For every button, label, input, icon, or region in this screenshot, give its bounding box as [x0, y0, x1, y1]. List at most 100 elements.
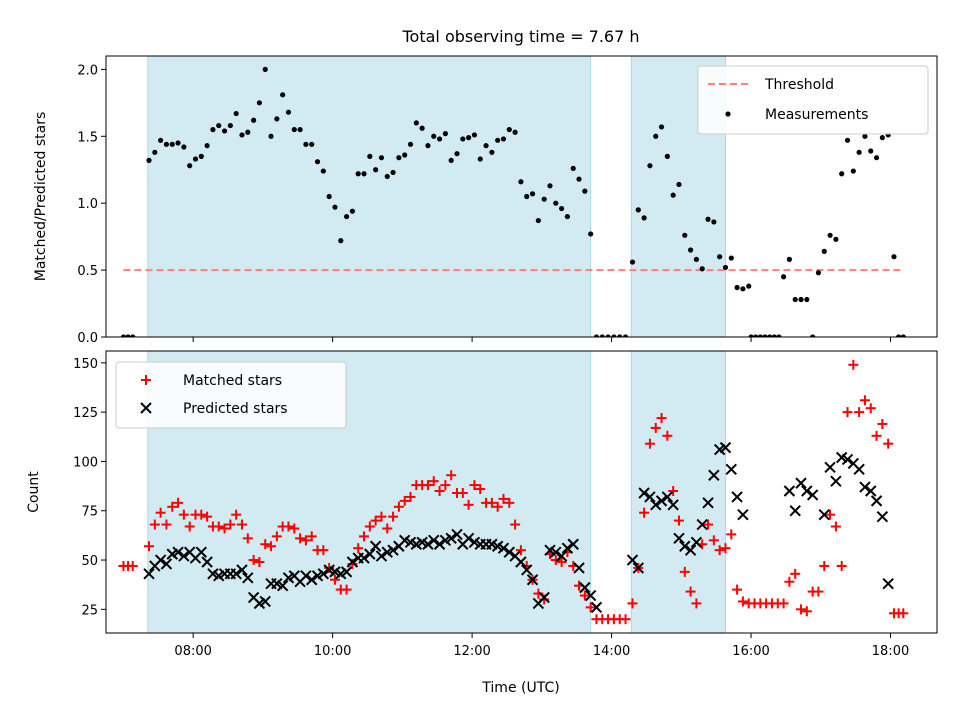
- matched-star-point: [579, 590, 590, 601]
- matched-star-point: [300, 535, 311, 546]
- measurement-point: [767, 334, 773, 337]
- matched-star-point: [341, 584, 352, 595]
- matched-star-point: [144, 541, 155, 552]
- measurement-point: [748, 334, 754, 337]
- predicted-star-point: [433, 538, 446, 550]
- measurement-point: [856, 149, 862, 155]
- measurement-point: [256, 100, 263, 106]
- predicted-star-point: [276, 579, 289, 592]
- x-tick-label: 18:00: [872, 644, 909, 659]
- bottom-x-axis: 08:00 10:00 12:00 14:00 16:00 18:00: [174, 633, 909, 659]
- measurement-point: [762, 334, 768, 337]
- y-tick-label: 25: [81, 603, 98, 618]
- y-tick-label: 50: [81, 554, 98, 569]
- matched-star-point: [155, 507, 166, 518]
- predicted-star-point: [824, 461, 836, 474]
- predicted-star-point: [590, 601, 603, 614]
- x-tick-label: 10:00: [314, 644, 351, 659]
- measurement-point: [664, 153, 670, 159]
- matched-star-point: [708, 535, 719, 546]
- predicted-star-point: [364, 548, 376, 560]
- measurement-point: [593, 334, 600, 337]
- matched-star-point: [836, 560, 847, 571]
- predicted-star-point: [317, 568, 330, 580]
- measurement-point: [297, 126, 303, 133]
- matched-star-point: [213, 521, 224, 532]
- predicted-star-point: [783, 485, 796, 497]
- predicted-star-point: [422, 538, 434, 550]
- y-tick-label: 1.5: [77, 130, 98, 145]
- predicted-star-point: [230, 568, 242, 580]
- matched-star-point: [825, 509, 836, 520]
- measurement-point: [309, 141, 315, 147]
- legend-predicted-label: Predicted stars: [183, 401, 288, 417]
- measurement-point: [361, 171, 367, 177]
- predicted-star-point: [737, 508, 749, 521]
- measurement-point: [407, 141, 414, 147]
- matched-star-point: [149, 519, 160, 530]
- matched-star-point: [801, 606, 812, 617]
- measurement-point: [396, 155, 402, 161]
- measurement-point: [547, 183, 553, 189]
- top-plot-frame: [105, 55, 938, 338]
- measurement-point: [500, 136, 507, 142]
- matched-star-point: [492, 501, 503, 512]
- measurement-point: [158, 137, 164, 143]
- legend-predicted-swatch: [140, 402, 152, 414]
- predicted-star-point: [690, 536, 703, 548]
- measurement-point: [792, 296, 798, 303]
- matched-star-point: [778, 598, 789, 609]
- measurement-point: [821, 248, 827, 254]
- predicted-star-point: [306, 574, 318, 586]
- measurement-point: [588, 231, 594, 237]
- predicted-star-point: [789, 505, 801, 517]
- matched-star-point: [388, 511, 399, 522]
- measurement-point: [699, 266, 705, 272]
- measurement-point: [477, 156, 483, 162]
- predicted-star-point: [375, 550, 388, 562]
- matched-star-point: [877, 418, 888, 429]
- matched-star-point: [266, 541, 277, 552]
- y-tick-label: 150: [73, 357, 98, 372]
- measurement-point: [192, 156, 199, 162]
- matched-star-point: [428, 476, 439, 487]
- matched-star-point: [871, 430, 882, 441]
- matched-star-point: [854, 407, 865, 418]
- measurement-point: [239, 132, 245, 138]
- measurement-point: [815, 270, 822, 276]
- measurement-point: [187, 163, 193, 169]
- matched-star-point: [883, 438, 894, 449]
- measurement-point: [570, 165, 576, 171]
- matched-star-point: [784, 576, 795, 587]
- predicted-star-point: [445, 532, 457, 545]
- predicted-star-point: [638, 487, 650, 499]
- predicted-star-point: [696, 518, 708, 531]
- matched-star-point: [673, 515, 684, 526]
- measurement-point: [541, 196, 547, 202]
- predicted-star-point: [632, 562, 645, 574]
- y-tick-label: 0.5: [77, 264, 98, 279]
- matched-star-point: [196, 509, 207, 520]
- measurement-point: [558, 205, 565, 212]
- measurement-point: [268, 133, 274, 139]
- y-tick-label: 125: [73, 406, 98, 421]
- predicted-star-point: [300, 570, 312, 582]
- predicted-star-point: [865, 485, 877, 497]
- predicted-star-point: [679, 540, 691, 552]
- measurement-point: [431, 133, 437, 139]
- measurement-point: [734, 284, 740, 291]
- legend-measurements-swatch: [725, 111, 731, 117]
- legend-threshold-label: Threshold: [764, 77, 834, 93]
- measurement-point: [512, 129, 518, 135]
- predicted-star-point: [684, 544, 697, 556]
- matched-star-point: [202, 511, 213, 522]
- measurement-point: [900, 334, 906, 337]
- matched-star-point: [691, 598, 702, 609]
- x-tick-label: 14:00: [593, 644, 630, 659]
- measurement-point: [233, 110, 239, 117]
- matched-star-point: [370, 515, 381, 526]
- matched-star-point: [318, 545, 329, 556]
- matched-star-point: [167, 501, 178, 512]
- chart-title: Total observing time = 7.67 h: [401, 27, 639, 46]
- y-tick-label: 0.0: [77, 331, 98, 346]
